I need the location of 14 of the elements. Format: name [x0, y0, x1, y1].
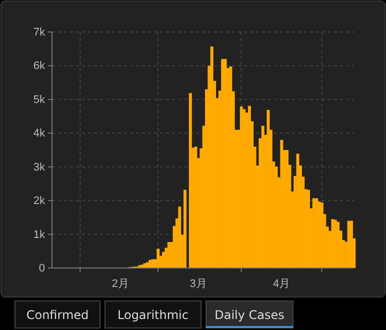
y-tick-label: 4k [33, 128, 46, 140]
y-tick-label: 0 [38, 262, 45, 275]
y-tick-label: 7k [33, 26, 46, 39]
y-tick-label: 6k [33, 60, 46, 72]
x-tick-label: 3月 [190, 278, 207, 290]
y-tick-label: 2k [33, 195, 46, 208]
text: Daily Cases [214, 308, 284, 322]
y-tick-label: 5k [33, 94, 46, 106]
text: Logarithmic [118, 308, 188, 322]
text: Confirmed [26, 308, 89, 322]
x-tick-label: 4月 [272, 278, 290, 290]
y-tick-label: 3k [33, 161, 46, 174]
x-tick-label: 2月 [112, 278, 129, 290]
y-tick-label: 1k [33, 228, 46, 241]
